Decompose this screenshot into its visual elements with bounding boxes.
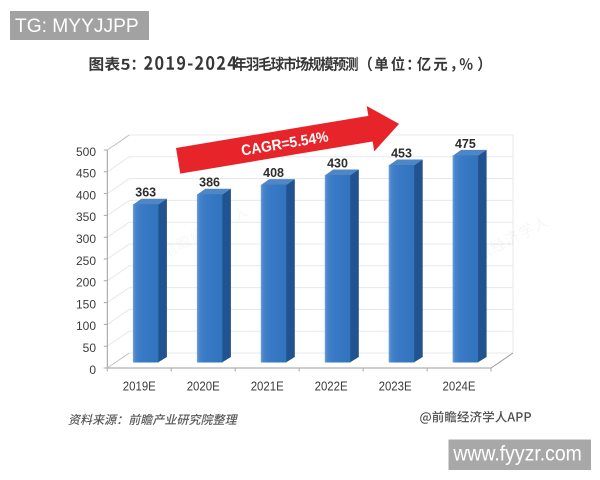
svg-text:350: 350: [76, 210, 96, 224]
svg-text:2021E: 2021E: [251, 379, 284, 394]
svg-text:300: 300: [76, 232, 96, 246]
svg-text:453: 453: [391, 147, 412, 161]
svg-text:2022E: 2022E: [315, 379, 348, 394]
svg-text:200: 200: [76, 276, 96, 290]
svg-text:150: 150: [76, 297, 96, 311]
svg-text:450: 450: [76, 167, 96, 181]
svg-text:50: 50: [83, 341, 97, 355]
svg-text:2024E: 2024E: [443, 379, 476, 394]
svg-text:363: 363: [135, 186, 156, 200]
svg-text:500: 500: [76, 145, 96, 159]
svg-text:100: 100: [76, 319, 96, 333]
svg-text:2023E: 2023E: [379, 379, 412, 394]
svg-text:TG: MYYJJPP: TG: MYYJJPP: [15, 16, 139, 37]
svg-text:400: 400: [76, 188, 96, 202]
svg-text:2020E: 2020E: [187, 379, 220, 394]
svg-text:0: 0: [89, 363, 96, 377]
svg-text:386: 386: [199, 176, 220, 190]
svg-text:475: 475: [455, 137, 476, 151]
svg-text:250: 250: [76, 254, 96, 268]
svg-text:www.fyyzr.com: www.fyyzr.com: [452, 442, 581, 466]
svg-text:408: 408: [263, 166, 284, 180]
svg-text:430: 430: [327, 157, 348, 171]
svg-text:2019E: 2019E: [123, 379, 156, 394]
